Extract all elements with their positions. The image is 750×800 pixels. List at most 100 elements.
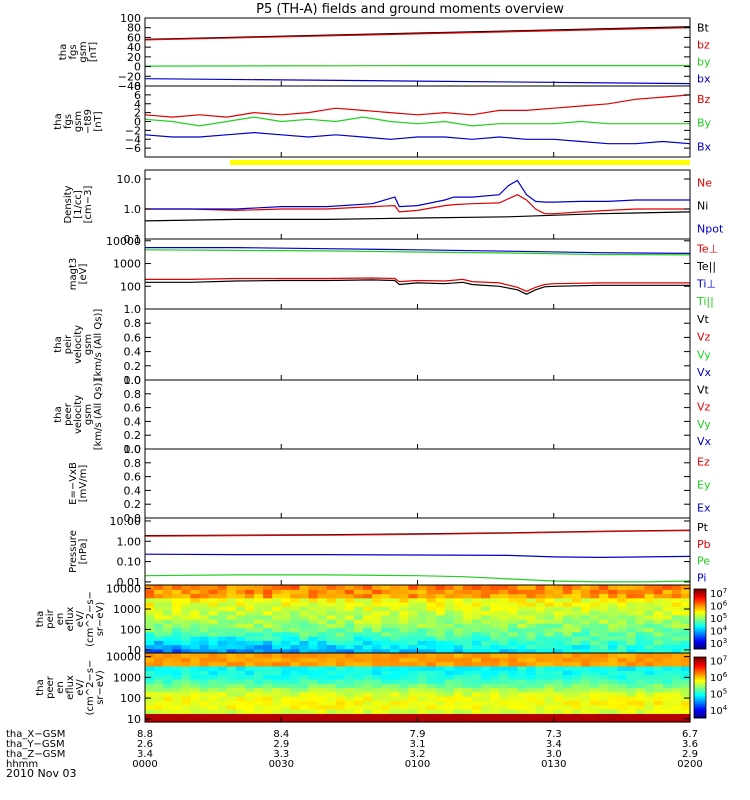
heatmap-cell — [399, 670, 410, 676]
heatmap-cell — [590, 657, 600, 663]
y-tick-label: 0.6 — [124, 331, 142, 344]
heatmap-cell — [472, 606, 482, 612]
heatmap-cell — [490, 665, 500, 671]
heatmap-cell — [381, 653, 391, 658]
heatmap-cell — [254, 640, 264, 646]
colorbar-step — [694, 601, 706, 604]
heatmap-cell — [526, 644, 537, 650]
heatmap-cell — [208, 704, 219, 710]
heatmap-cell — [390, 700, 400, 706]
x-row-label: hhmm — [6, 759, 38, 770]
colorbar-tick-exponent: 6 — [723, 671, 728, 679]
date-label: 2010 Nov 03 — [6, 767, 76, 780]
heatmap-cell — [344, 610, 355, 616]
heatmap-cell — [653, 623, 664, 629]
heatmap-cell — [535, 619, 546, 624]
heatmap-cell — [535, 606, 546, 612]
heatmap-cell — [381, 657, 391, 663]
heatmap-cell — [172, 648, 182, 654]
heatmap-cell — [408, 670, 419, 676]
heatmap-cell — [172, 631, 182, 637]
heatmap-cell — [335, 644, 346, 650]
y-tick-label: 1.0 — [124, 443, 142, 456]
heatmap-cell — [172, 683, 182, 689]
heatmap-cell — [508, 614, 519, 620]
heatmap-cell — [199, 589, 210, 595]
heatmap-cell — [308, 691, 319, 697]
heatmap-cell — [381, 713, 391, 719]
heatmap-cell — [481, 678, 491, 684]
heatmap-cell — [644, 636, 655, 641]
heatmap-cell — [508, 636, 519, 641]
heatmap-cell — [190, 709, 201, 714]
heatmap-cell — [535, 691, 546, 697]
heatmap-cell — [608, 589, 618, 595]
heatmap-cell — [417, 614, 428, 620]
heatmap-cell — [335, 619, 346, 624]
heatmap-cell — [145, 640, 155, 646]
heatmap-cell — [372, 665, 382, 671]
heatmap-cell — [635, 713, 646, 719]
heatmap-cell — [163, 623, 173, 629]
heatmap-cell — [435, 683, 446, 689]
heatmap-cell — [254, 614, 264, 620]
heatmap-cell — [617, 619, 628, 624]
heatmap-cell — [517, 674, 528, 680]
heatmap-cell — [208, 713, 219, 719]
heatmap-cell — [254, 661, 264, 667]
colorbar-step — [694, 627, 706, 630]
heatmap-cell — [317, 640, 328, 646]
heatmap-cell — [326, 606, 337, 612]
heatmap-cell — [145, 631, 155, 637]
heatmap-cell — [626, 653, 637, 658]
heatmap-cell — [644, 593, 655, 599]
heatmap-cell — [562, 653, 573, 658]
heatmap-cell — [181, 614, 192, 620]
heatmap-cell — [662, 648, 673, 654]
y-axis-label-line: [1/cc] — [73, 190, 84, 219]
burst-bar — [230, 160, 690, 165]
heatmap-cell — [671, 709, 682, 714]
heatmap-cell — [617, 648, 628, 654]
heatmap-cell — [326, 648, 337, 654]
heatmap-cell — [263, 636, 273, 641]
heatmap-cell — [163, 661, 173, 667]
heatmap-cell — [644, 602, 655, 607]
heatmap-cell — [526, 678, 537, 684]
heatmap-cell — [263, 619, 273, 624]
series-Te⊥ — [145, 277, 690, 292]
heatmap-cell — [163, 674, 173, 680]
heatmap-cell — [680, 687, 691, 693]
heatmap-cell — [444, 589, 455, 595]
heatmap-cell — [472, 593, 482, 599]
heatmap-cell — [680, 636, 691, 641]
heatmap-cell — [390, 593, 400, 599]
heatmap-cell — [608, 619, 618, 624]
heatmap-cell — [653, 636, 664, 641]
x-row-value: 3.3 — [273, 749, 289, 760]
heatmap-cell — [172, 597, 182, 603]
heatmap-cell — [399, 653, 410, 658]
heatmap-cell — [145, 627, 155, 633]
heatmap-cell — [635, 648, 646, 654]
heatmap-cell — [372, 661, 382, 667]
y-tick-label: 100 — [120, 692, 141, 705]
heatmap-cell — [326, 627, 337, 633]
heatmap-cell — [653, 640, 664, 646]
heatmap-cell — [199, 610, 210, 616]
heatmap-cell — [381, 700, 391, 706]
heatmap-cell — [662, 709, 673, 714]
heatmap-cell — [544, 691, 555, 697]
legend-Te||: Te|| — [696, 260, 716, 273]
heatmap-cell — [363, 678, 373, 684]
heatmap-cell — [617, 653, 628, 658]
heatmap-cell — [254, 700, 264, 706]
y-axis-label-line: gsm — [73, 111, 84, 132]
colorbar-step — [694, 603, 706, 606]
heatmap-cell — [272, 640, 282, 646]
heatmap-cell — [154, 683, 164, 689]
panel-frame — [144, 169, 691, 240]
y-tick-label: 1000 — [113, 671, 141, 684]
heatmap-cell — [508, 678, 519, 684]
heatmap-cell — [590, 597, 600, 603]
